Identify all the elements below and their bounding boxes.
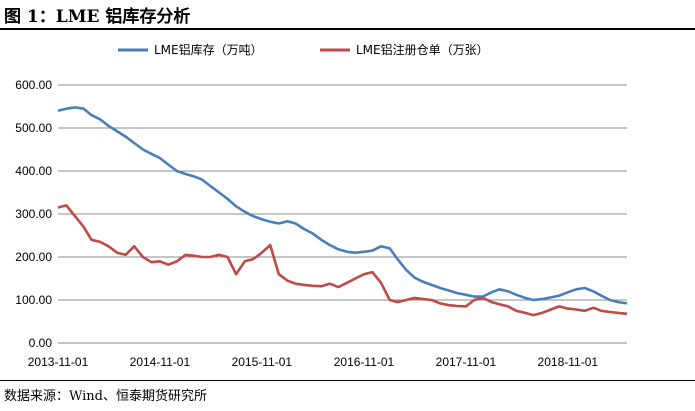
series-lines — [57, 106, 628, 317]
legend-label: LME铝库存（万吨） — [154, 42, 263, 57]
y-tick-labels: 0.00 100.00 200.00 300.00 400.00 500.00 600.00 — [15, 78, 52, 350]
figure-title: 图 1：LME 铝库存分析 — [4, 7, 191, 27]
x-tick-labels: 2013-11-01 2014-11-01 2015-11-01 2016-11-01… — [28, 355, 599, 369]
y-tick-label: 100.00 — [15, 293, 52, 307]
legend: LME铝库存（万吨） LME铝注册仓单（万张） — [118, 42, 489, 57]
gridlines — [58, 84, 627, 344]
x-tick-label: 2017-11-01 — [436, 355, 497, 369]
x-tick-label: 2014-11-01 — [130, 355, 191, 369]
x-tick-label: 2013-11-01 — [28, 355, 89, 369]
series-line-1 — [57, 106, 628, 305]
y-tick-label: 500.00 — [15, 121, 52, 135]
y-tick-label: 200.00 — [15, 250, 52, 264]
y-tick-label: 300.00 — [15, 207, 52, 221]
x-tick-label: 2016-11-01 — [334, 355, 395, 369]
x-tick-label: 2018-11-01 — [538, 355, 599, 369]
title-rule — [0, 28, 695, 30]
source-note: 数据来源：Wind、恒泰期货研究所 — [4, 389, 207, 404]
bottom-rule — [0, 380, 695, 381]
lme-aluminum-chart: 0.00 100.00 200.00 300.00 400.00 500.00 600.00… — [15, 42, 628, 369]
y-tick-label: 400.00 — [15, 164, 52, 178]
y-tick-label: 600.00 — [15, 78, 52, 92]
x-tick-label: 2015-11-01 — [232, 355, 293, 369]
series-line-2 — [57, 204, 628, 317]
y-tick-label: 0.00 — [29, 336, 53, 350]
legend-label: LME铝注册仓单（万张） — [356, 42, 489, 57]
